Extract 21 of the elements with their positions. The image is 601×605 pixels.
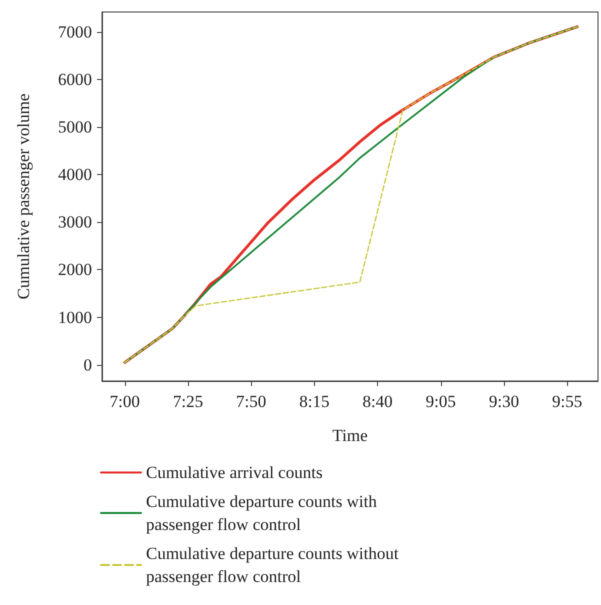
x-tick-label: 8:40 [362, 392, 393, 411]
legend-label: Cumulative arrival counts [146, 463, 323, 482]
y-tick-label: 4000 [58, 165, 92, 184]
x-axis-title: Time [332, 426, 368, 445]
y-tick-label: 1000 [58, 308, 92, 327]
y-tick-label: 5000 [58, 118, 92, 137]
y-tick-label: 0 [84, 355, 92, 374]
y-tick-label: 7000 [58, 22, 92, 42]
x-tick-label: 7:25 [172, 392, 204, 411]
x-tick-label: 9:55 [552, 392, 582, 411]
x-tick-label: 7:50 [236, 392, 266, 411]
y-tick-label: 2000 [58, 260, 92, 280]
x-tick-label: 7:00 [110, 392, 140, 411]
legend-label: Cumulative departure counts without passenger flow control [146, 544, 403, 586]
x-tick-label: 8:15 [299, 392, 330, 411]
x-tick-label: 9:05 [426, 392, 456, 411]
y-tick-label: 3000 [58, 212, 92, 232]
legend-label: Cumulative departure counts with passenger flow control [146, 492, 382, 534]
y-axis-title: Cumulative passenger volume [14, 94, 33, 300]
y-tick-label: 6000 [58, 70, 92, 90]
x-tick-label: 9:30 [488, 392, 520, 411]
